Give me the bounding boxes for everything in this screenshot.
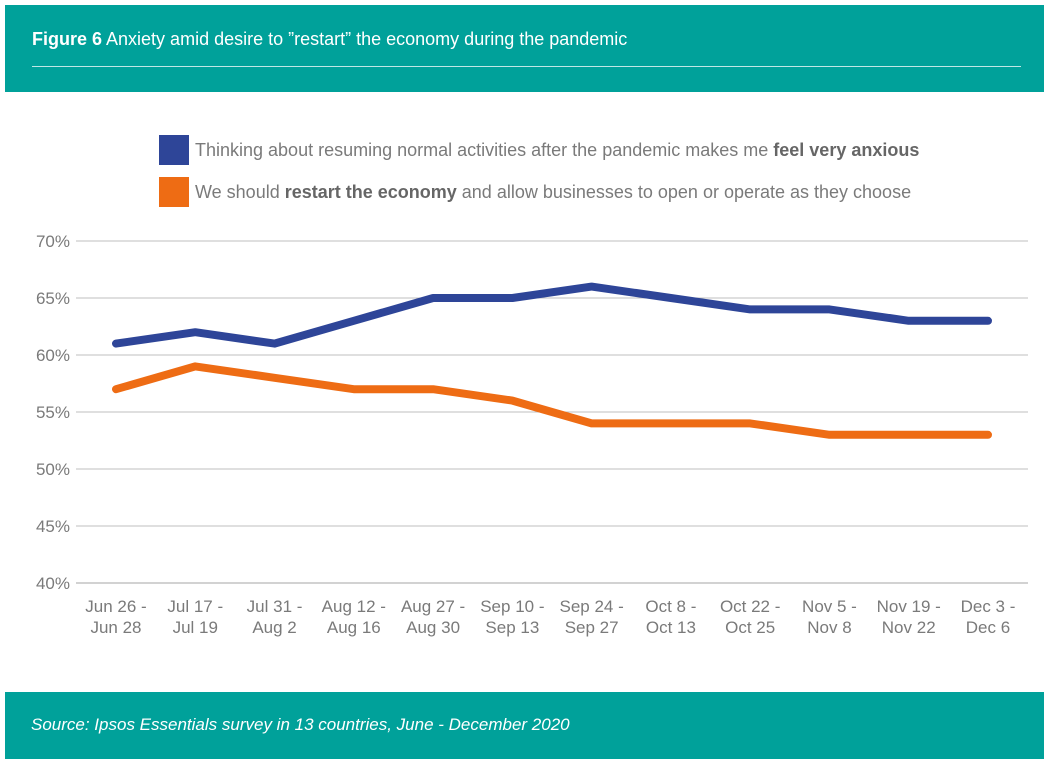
legend-swatch-anxious	[159, 135, 189, 165]
x-tick-label: Jul 31 -	[247, 597, 303, 616]
x-tick-label: Aug 2	[252, 618, 296, 637]
y-tick-label: 40%	[36, 574, 70, 593]
header-divider	[32, 66, 1021, 67]
x-tick-label: Aug 27 -	[401, 597, 465, 616]
figure-label: Figure 6	[32, 29, 103, 49]
figure-header: Figure 6 Anxiety amid desire to ”restart…	[5, 5, 1044, 92]
legend-label-restart: We should restart the economy and allow …	[195, 181, 912, 202]
x-tick-label: Jul 19	[173, 618, 218, 637]
chart-series	[112, 282, 992, 439]
y-tick-label: 65%	[36, 289, 70, 308]
x-tick-label: Dec 6	[966, 618, 1010, 637]
x-tick-label: Nov 8	[807, 618, 851, 637]
legend-swatch-restart	[159, 177, 189, 207]
x-tick-label: Aug 12 -	[322, 597, 386, 616]
x-tick-label: Sep 24 -	[560, 597, 624, 616]
x-tick-label: Jul 17 -	[167, 597, 223, 616]
source-note: Source: Ipsos Essentials survey in 13 co…	[31, 715, 570, 734]
x-tick-label: Nov 19 -	[877, 597, 941, 616]
x-tick-label: Oct 8 -	[645, 597, 696, 616]
y-tick-label: 55%	[36, 403, 70, 422]
x-tick-label: Sep 27	[565, 618, 619, 637]
y-axis-ticks: 40% 45% 50% 55% 60% 65% 70%	[36, 232, 70, 593]
x-tick-label: Nov 5 -	[802, 597, 857, 616]
series-line-anxious	[112, 282, 992, 348]
x-tick-label: Sep 10 -	[480, 597, 544, 616]
x-tick-label: Aug 16	[327, 618, 381, 637]
y-tick-label: 50%	[36, 460, 70, 479]
legend-item-anxious: Thinking about resuming normal activitie…	[159, 135, 919, 165]
figure-title-text: Anxiety amid desire to ”restart” the eco…	[106, 29, 628, 49]
legend-item-restart: We should restart the economy and allow …	[159, 177, 911, 207]
series-line-restart	[112, 362, 992, 439]
figure-title: Figure 6 Anxiety amid desire to ”restart…	[32, 29, 627, 50]
legend-label-anxious: Thinking about resuming normal activitie…	[195, 139, 920, 160]
y-tick-label: 45%	[36, 517, 70, 536]
figure-footer: Source: Ipsos Essentials survey in 13 co…	[5, 692, 1044, 759]
x-tick-label: Oct 25	[725, 618, 775, 637]
x-axis-ticks: Jun 26 - Jun 28 Jul 17 - Jul 19 Jul 31 - Aug …	[85, 597, 1015, 637]
x-tick-label: Oct 13	[646, 618, 696, 637]
x-tick-label: Nov 22	[882, 618, 936, 637]
x-tick-label: Jun 28	[90, 618, 141, 637]
x-tick-label: Oct 22 -	[720, 597, 780, 616]
x-tick-label: Aug 30	[406, 618, 460, 637]
x-tick-label: Sep 13	[485, 618, 539, 637]
x-tick-label: Dec 3 -	[961, 597, 1016, 616]
y-tick-label: 70%	[36, 232, 70, 251]
line-chart: 40% 45% 50% 55% 60% 65% 70% Jun 26 - Jun 28 Jul …	[36, 232, 1028, 637]
y-tick-label: 60%	[36, 346, 70, 365]
x-tick-label: Jun 26 -	[85, 597, 146, 616]
